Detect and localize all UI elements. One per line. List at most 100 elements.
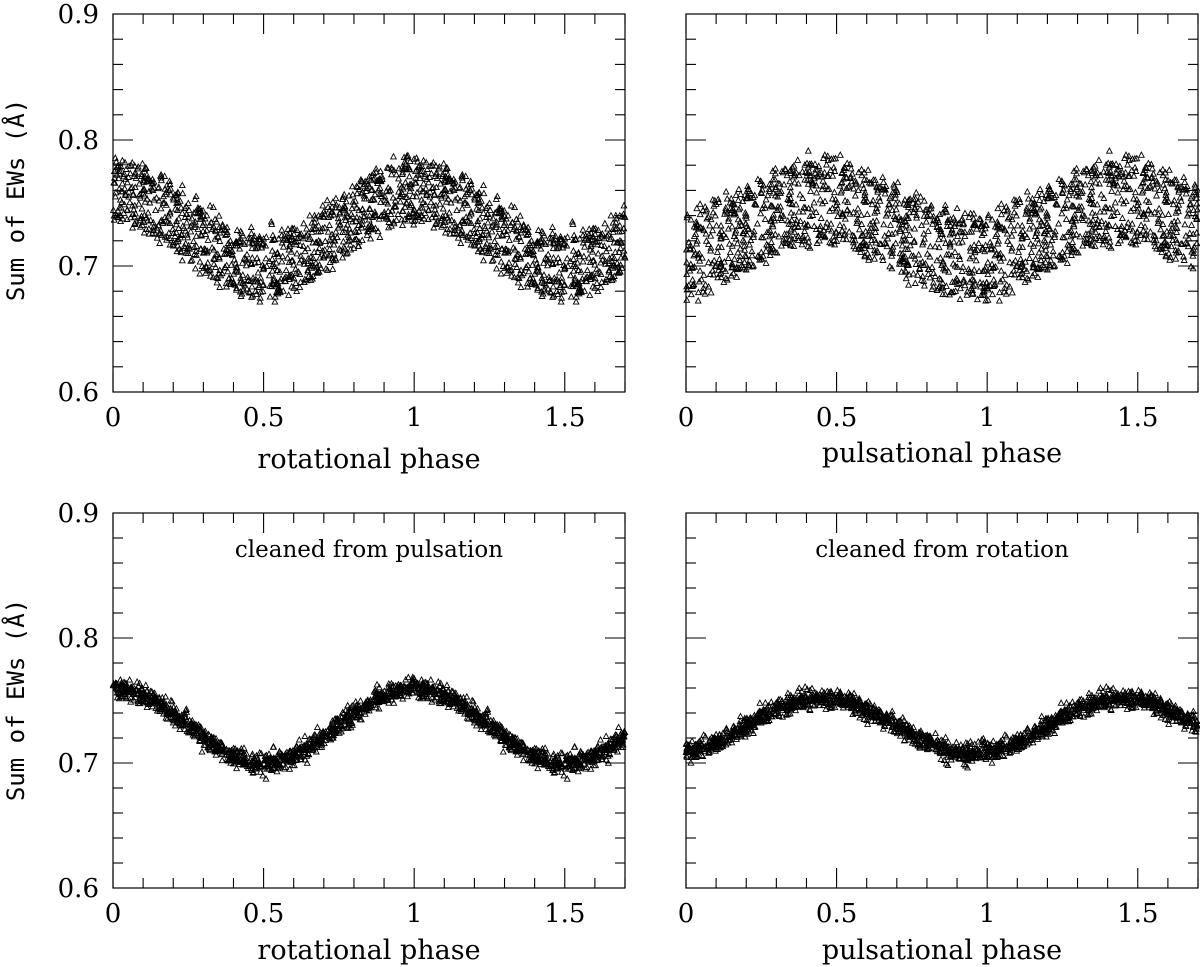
data-point: [581, 243, 589, 250]
data-point: [531, 255, 540, 263]
data-point: [1188, 221, 1196, 228]
data-point: [198, 747, 206, 755]
data-point: [1060, 233, 1068, 241]
data-point: [1049, 247, 1057, 255]
data-point: [960, 219, 968, 227]
data-point: [849, 236, 857, 243]
data-point: [1174, 183, 1182, 191]
data-point: [1186, 229, 1194, 236]
data-point: [959, 228, 967, 236]
data-point: [943, 250, 951, 258]
data-point: [692, 218, 700, 225]
data-point: [594, 226, 602, 233]
data-point: [268, 247, 276, 254]
data-point: [1157, 225, 1165, 233]
data-point: [407, 199, 415, 206]
data-point: [1059, 255, 1067, 262]
data-point: [478, 230, 487, 237]
data-point: [885, 229, 893, 236]
data-point: [1072, 230, 1081, 238]
data-point: [534, 764, 542, 772]
data-point: [1003, 229, 1011, 237]
data-point: [280, 764, 289, 772]
data-point: [732, 226, 740, 234]
data-point: [462, 172, 470, 179]
data-point: [412, 174, 420, 181]
data-point: [614, 238, 622, 246]
data-point: [155, 228, 164, 236]
data-point: [271, 250, 279, 258]
data-point: [538, 292, 546, 299]
data-point: [553, 277, 561, 285]
data-point: [279, 759, 287, 767]
data-point: [881, 189, 889, 197]
data-point: [598, 232, 606, 240]
data-point: [759, 181, 767, 189]
data-point: [810, 222, 818, 229]
data-point: [1143, 173, 1151, 181]
data-point: [164, 218, 172, 225]
data-point: [573, 258, 582, 266]
data-point: [504, 211, 512, 219]
data-point: [997, 200, 1005, 207]
data-point: [513, 734, 521, 742]
data-point: [196, 212, 205, 220]
data-point: [317, 227, 325, 235]
data-point: [933, 223, 941, 230]
data-point: [953, 276, 961, 284]
data-point: [699, 284, 707, 291]
data-point: [410, 217, 418, 225]
data-point: [1041, 264, 1049, 272]
data-point: [978, 231, 986, 239]
data-point: [1032, 255, 1040, 262]
data-point: [218, 269, 226, 277]
data-point: [1070, 220, 1078, 228]
data-point: [901, 226, 910, 234]
data-point: [813, 188, 821, 196]
data-point: [237, 748, 245, 755]
data-point: [260, 262, 268, 270]
data-point: [734, 248, 742, 256]
data-point: [828, 194, 836, 202]
data-point: [981, 247, 989, 255]
data-point: [1055, 175, 1063, 183]
data-point: [764, 191, 772, 199]
data-point: [762, 195, 770, 203]
data-point: [1141, 163, 1149, 171]
data-point: [121, 692, 129, 700]
data-point: [398, 183, 406, 190]
data-point: [414, 171, 422, 178]
data-point: [713, 248, 721, 255]
data-point: [598, 252, 606, 259]
data-point: [929, 220, 937, 227]
data-point: [1073, 185, 1081, 192]
data-point: [997, 210, 1005, 218]
data-point: [1010, 226, 1018, 234]
data-point: [454, 234, 462, 241]
data-point: [1091, 211, 1099, 218]
data-point: [433, 693, 441, 701]
data-point: [1105, 162, 1114, 170]
data-point: [285, 275, 293, 282]
data-point: [167, 184, 175, 192]
data-point: [1052, 199, 1060, 207]
data-point: [918, 276, 926, 283]
data-point: [420, 214, 428, 222]
data-point: [522, 250, 530, 257]
data-point: [1055, 219, 1063, 227]
data-point: [233, 263, 241, 271]
data-point: [250, 232, 258, 239]
data-point: [183, 218, 191, 226]
data-point: [926, 242, 934, 250]
data-point: [121, 158, 129, 166]
data-point: [950, 237, 958, 245]
data-point: [182, 210, 190, 217]
data-point: [468, 696, 476, 704]
data-point: [722, 274, 730, 282]
data-point: [363, 177, 371, 185]
data-point: [1099, 240, 1107, 248]
data-point: [266, 292, 274, 300]
data-point: [1180, 252, 1188, 260]
data-point: [724, 224, 732, 232]
data-point: [357, 175, 365, 183]
